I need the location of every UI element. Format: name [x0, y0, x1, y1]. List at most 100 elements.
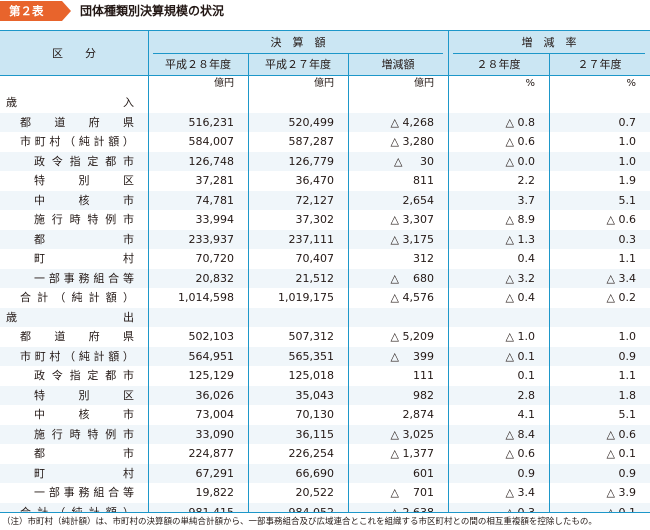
row-label-char: 特	[34, 388, 45, 402]
cell-zougengaku: △ 3,175	[390, 232, 434, 246]
row-label-char: 純	[78, 349, 90, 363]
row-label-char: 特	[34, 174, 45, 187]
row-label-char: 村	[49, 135, 61, 148]
cell-rate-27: △ 0.1	[606, 447, 636, 460]
cell-h27: 35,043	[295, 388, 335, 402]
row-label-char: （	[54, 291, 66, 304]
cell-rate-27: △ 0.6	[606, 213, 636, 226]
row-label-char: 核	[78, 193, 90, 207]
cell-h27: 984,052	[288, 505, 335, 513]
row-label-char: 県	[122, 115, 134, 129]
cell-rate-27: △ 0.6	[606, 427, 636, 441]
row-label: 町村	[34, 249, 134, 269]
row-label-char: 道	[54, 115, 66, 129]
row-label-char: 時	[69, 427, 81, 441]
cell-h27: 565,351	[288, 349, 335, 363]
cell-rate-28: △ 8.9	[505, 213, 535, 226]
table-row: 合計（純計額） 1,014,598 1,019,175 △ 4,576 △ 0.4 △ 0…	[0, 288, 650, 308]
header-zougengaku: 増減額	[381, 58, 415, 71]
cell-rate-28: △ 1.0	[505, 330, 535, 343]
table-row: 都市 224,877 226,254 △ 1,377 △ 0.6 △ 0.1	[0, 444, 650, 464]
row-label-char: （	[64, 349, 76, 363]
cell-rate-27: 1.1	[618, 252, 637, 265]
table-row: 都 道 府 県 502,103 507,312 △ 5,209 △ 1.0 1.0	[0, 327, 650, 347]
row-label-char: 市	[122, 213, 134, 226]
cell-rate-27: 0.7	[618, 115, 637, 129]
cell-rate-27: 1.0	[618, 154, 637, 168]
cell-h28: 502,103	[188, 330, 235, 343]
table-title: 第２表 団体種類別決算規模の状況	[0, 0, 650, 22]
cell-h28: 1,014,598	[178, 291, 234, 304]
row-label-char: 事	[63, 271, 75, 285]
row-label: 政令指定都市	[34, 152, 134, 172]
cell-zougengaku: 111	[413, 369, 434, 382]
row-label-char: 部	[48, 271, 60, 285]
row-label-char: 都	[105, 154, 117, 168]
row-label-char: 市	[123, 408, 134, 421]
cell-rate-28: △ 0.6	[505, 135, 535, 148]
cell-zougengaku: △ 680	[390, 271, 434, 285]
row-label: 都市	[34, 230, 134, 250]
cell-h27: 70,130	[295, 408, 335, 421]
cell-zougengaku: △ 30	[394, 154, 434, 168]
cell-rate-28: △ 0.8	[505, 115, 535, 129]
row-label-char: 指	[69, 154, 81, 168]
cell-h27: 237,111	[288, 232, 335, 246]
table-row: 都 道 府 県 516,231 520,499 △ 4,268 △ 0.8 0.7	[0, 112, 650, 132]
table-row: 歳出	[0, 307, 650, 327]
header-kessangaku: 決 算 額	[270, 36, 326, 49]
row-label-char: 務	[78, 271, 90, 285]
cell-h28: 126,748	[188, 154, 235, 168]
column-rule-4	[448, 31, 449, 512]
row-label: 都市	[34, 444, 134, 464]
row-label-char: 計	[37, 505, 49, 513]
cell-rate-28: 2.8	[517, 388, 536, 402]
row-label-char: 組	[93, 486, 105, 499]
table-row: 市町村（純計額） 584,007 587,287 △ 3,280 △ 0.6 1.0	[0, 132, 650, 152]
unit-rate-27: %	[626, 78, 636, 89]
cell-rate-27: 0.9	[618, 466, 637, 480]
table-row: 町村 67,291 66,690 601 0.9 0.9	[0, 463, 650, 483]
row-label-char: 政	[34, 154, 45, 168]
row-label-char: ）	[122, 291, 134, 304]
row-label-char: 町	[34, 135, 46, 148]
cell-h27: 72,127	[295, 193, 335, 207]
row-label-char: 市	[20, 349, 31, 363]
row-label: 中核市	[34, 405, 134, 425]
table-row: 都市 233,937 237,111 △ 3,175 △ 1.3 0.3	[0, 229, 650, 250]
row-label-char: 純	[71, 505, 83, 513]
row-label-char: 市	[122, 154, 134, 168]
row-label-char: 歳	[6, 310, 17, 324]
row-label-char: 都	[34, 232, 45, 246]
row-label-char: 市	[122, 369, 134, 382]
header-zougenritsu: 増 減 率	[521, 36, 577, 49]
header-h28: 平成２８年度	[165, 58, 231, 71]
row-label-char: 歳	[6, 96, 17, 109]
cell-h28: 564,951	[188, 349, 235, 363]
row-label-char: 事	[63, 486, 75, 499]
row-label-char: 入	[123, 96, 134, 109]
row-label: 都道府県	[20, 327, 134, 347]
row-label-char: 令	[51, 154, 63, 168]
cell-h28: 516,231	[188, 115, 235, 129]
row-label-char: 区	[123, 174, 134, 187]
row-label-char: 純	[78, 135, 90, 148]
row-label: 市町村（純計額）	[20, 132, 134, 152]
row-label-char: ）	[122, 349, 134, 363]
row-label-char: 核	[78, 408, 90, 421]
row-label: 合計（純計額）	[20, 503, 134, 513]
row-label-char: 行	[51, 427, 63, 441]
row-label-char: 計	[93, 349, 105, 363]
cell-rate-28: △ 0.6	[505, 447, 535, 460]
cell-rate-28: △ 8.4	[505, 427, 535, 441]
row-label-char: 都	[20, 330, 31, 343]
row-label-char: 区	[123, 388, 134, 402]
table-row: 政令指定都市 126,748 126,779 △ 30 △ 0.0 1.0	[0, 151, 650, 172]
row-label-char: 例	[105, 427, 117, 441]
row-label-char: 行	[51, 213, 63, 226]
table-row: 特 別 区 37,281 36,470 811 2.2 1.9	[0, 171, 650, 191]
row-label-char: 一	[34, 486, 45, 499]
cell-zougengaku: 601	[413, 466, 434, 480]
cell-rate-27: △ 3.9	[606, 486, 636, 499]
cell-rate-28: △ 0.3	[505, 505, 535, 513]
